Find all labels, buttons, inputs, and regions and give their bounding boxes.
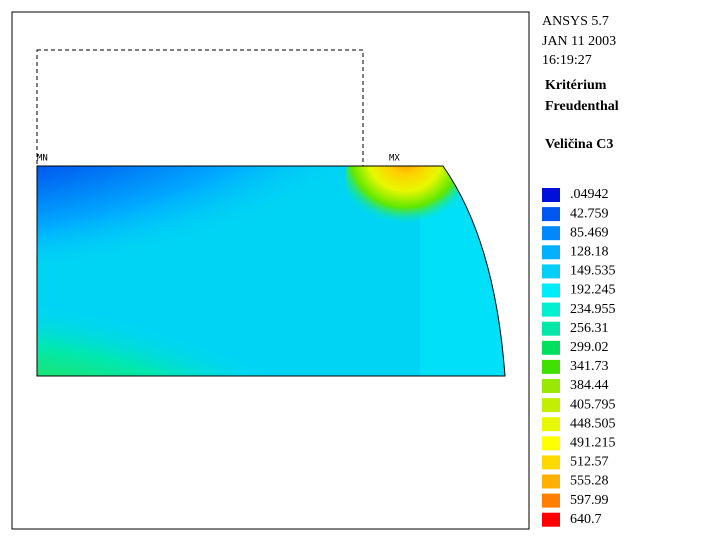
legend-swatch xyxy=(542,417,560,432)
quantity-label: Veličina C3 xyxy=(545,137,613,152)
legend-label: 640.7 xyxy=(570,512,602,527)
legend-swatch xyxy=(542,493,560,508)
legend-label: 448.505 xyxy=(570,416,616,431)
title-line: Kritérium xyxy=(545,78,607,93)
legend-swatch xyxy=(542,188,560,202)
legend-label: 42.759 xyxy=(570,206,609,221)
legend-swatch xyxy=(542,302,560,317)
legend-swatch xyxy=(542,455,560,470)
legend-label: 256.31 xyxy=(570,321,609,336)
legend-swatch xyxy=(542,283,560,298)
legend-swatch xyxy=(542,359,560,374)
legend-swatch xyxy=(542,321,560,336)
legend-swatch xyxy=(542,512,560,527)
legend: .04942 42.759 85.469 128.18 149.535 192.245 23… xyxy=(542,187,616,527)
legend-swatch xyxy=(542,379,560,393)
legend-label: 128.18 xyxy=(570,245,609,260)
legend-swatch xyxy=(542,207,560,222)
legend-swatch xyxy=(542,245,560,260)
legend-label: .04942 xyxy=(570,187,609,202)
legend-label: 491.215 xyxy=(570,436,616,451)
legend-label: 149.535 xyxy=(570,264,616,279)
contour-field xyxy=(37,166,505,376)
header-line: 16:19:27 xyxy=(542,53,592,68)
title-line: Freudenthal xyxy=(545,99,619,114)
legend-swatch xyxy=(542,340,560,355)
legend-label: 555.28 xyxy=(570,474,609,489)
legend-label: 384.44 xyxy=(570,378,609,393)
min-marker: MN xyxy=(37,154,48,164)
undeformed-outline xyxy=(36,49,364,167)
legend-swatch xyxy=(542,474,560,489)
legend-label: 405.795 xyxy=(570,397,616,412)
legend-label: 299.02 xyxy=(570,340,609,355)
legend-swatch xyxy=(542,436,560,451)
legend-label: 512.57 xyxy=(570,455,609,470)
legend-label: 234.955 xyxy=(570,302,616,317)
legend-label: 85.469 xyxy=(570,225,609,240)
legend-swatch xyxy=(542,398,560,413)
header-line: JAN 11 2003 xyxy=(542,34,616,49)
legend-label: 341.73 xyxy=(570,359,609,374)
legend-label: 597.99 xyxy=(570,493,609,508)
plot-frame xyxy=(11,11,530,530)
legend-swatch xyxy=(542,264,560,279)
legend-swatch xyxy=(542,226,560,241)
plate-outline xyxy=(36,165,506,377)
max-marker: MX xyxy=(389,154,400,164)
header-line: ANSYS 5.7 xyxy=(542,14,609,29)
legend-label: 192.245 xyxy=(570,283,616,298)
